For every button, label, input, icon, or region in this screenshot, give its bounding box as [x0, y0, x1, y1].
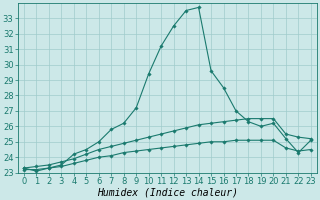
X-axis label: Humidex (Indice chaleur): Humidex (Indice chaleur)	[97, 187, 238, 197]
